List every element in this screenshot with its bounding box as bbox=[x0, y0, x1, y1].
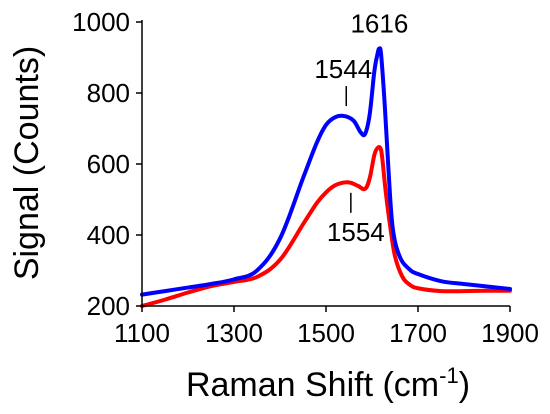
series-line-1 bbox=[140, 144, 512, 308]
y-tick-label: 400 bbox=[87, 220, 130, 250]
x-axis-title-main: Raman Shift (cm bbox=[186, 366, 439, 404]
y-tick-label: 600 bbox=[87, 149, 130, 179]
x-tick-label: 1300 bbox=[205, 318, 263, 348]
x-tick-label: 1700 bbox=[389, 318, 447, 348]
plot-area bbox=[140, 46, 512, 308]
peak-label: 1544 bbox=[314, 54, 372, 84]
y-tick-label: 1000 bbox=[72, 7, 130, 37]
annotations: 1616 1544 1554 bbox=[314, 9, 408, 247]
x-tick-label: 1500 bbox=[297, 318, 355, 348]
y-tick-label: 200 bbox=[87, 291, 130, 321]
series-line-0 bbox=[140, 46, 512, 297]
x-axis-title: Raman Shift (cm-1) bbox=[186, 363, 470, 404]
axes bbox=[136, 20, 511, 312]
x-tick-label: 1100 bbox=[114, 318, 170, 348]
x-tick-label: 1900 bbox=[481, 318, 539, 348]
y-axis-title: Signal (Counts) bbox=[8, 46, 46, 280]
tick-labels: 200 400 600 800 1000 1100 1300 1500 1700 1900 bbox=[72, 7, 539, 348]
y-tick-label: 800 bbox=[87, 78, 130, 108]
peak-label: 1616 bbox=[350, 9, 408, 39]
x-axis-title-close: ) bbox=[459, 366, 470, 404]
peak-label: 1554 bbox=[327, 217, 385, 247]
x-axis-title-sup: -1 bbox=[439, 363, 459, 388]
